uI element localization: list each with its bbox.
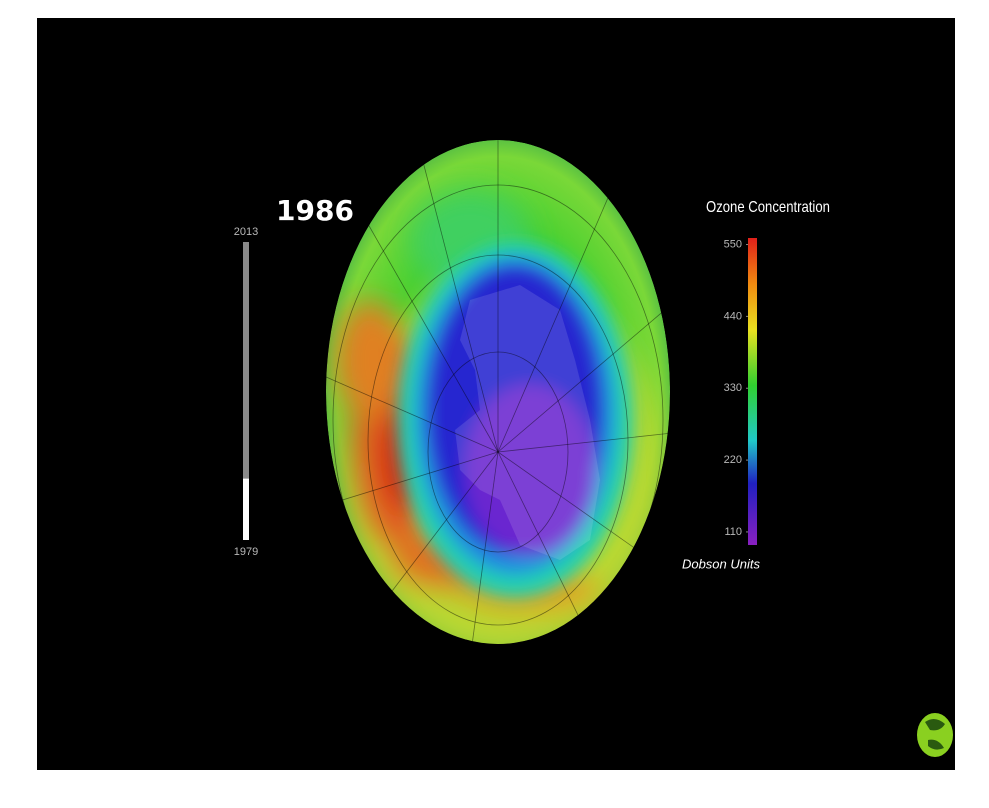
- colorbar-unit: Dobson Units: [682, 556, 761, 571]
- colorbar-tick-label: 550: [724, 238, 742, 250]
- colorbar-title: Ozone Concentration: [706, 199, 830, 216]
- colorbar-tick-label: 440: [724, 310, 742, 322]
- timeline-end-label: 2013: [234, 226, 258, 238]
- colorbar-tick-label: 330: [724, 382, 742, 394]
- year-label: 1986: [276, 194, 354, 227]
- video-frame: 1986 2013 1979 Ozone Concentration Dobso…: [0, 0, 989, 808]
- colorbar-tick-label: 110: [724, 526, 742, 538]
- logo: [917, 713, 953, 757]
- colorbar-tick-label: 220: [724, 454, 742, 466]
- timeline-progress: [243, 479, 249, 540]
- colorbar: [748, 238, 757, 545]
- timeline-start-label: 1979: [234, 546, 258, 558]
